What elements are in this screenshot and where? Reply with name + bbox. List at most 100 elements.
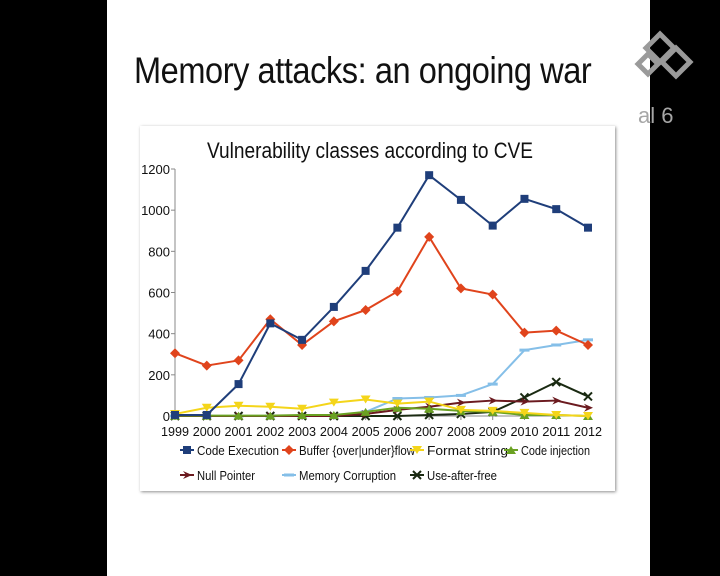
data-point-code-execution — [425, 171, 434, 180]
data-point-format-string — [487, 406, 498, 415]
data-point-code-execution — [298, 335, 307, 344]
data-point-code-injection — [233, 411, 244, 420]
logo-text: al 6 — [638, 103, 673, 128]
data-point-null-pointer — [456, 398, 466, 407]
y-tick-label: 0 — [163, 409, 170, 424]
data-point-code-execution — [234, 380, 243, 389]
data-point-format-string — [519, 408, 530, 417]
data-point-format-string — [551, 410, 562, 419]
data-point-code-injection — [360, 407, 371, 416]
data-point-null-pointer — [552, 396, 562, 405]
data-point-format-string — [233, 401, 244, 410]
y-tick-label: 1000 — [141, 203, 170, 218]
data-point-buffer-over-under-flow — [201, 360, 212, 371]
data-point-code-execution — [329, 302, 338, 311]
data-point-code-execution — [520, 194, 529, 203]
data-point-code-execution — [266, 319, 275, 328]
x-tick-label: 2007 — [415, 424, 443, 439]
data-point-buffer-over-under-flow — [170, 348, 180, 359]
legend-marker — [506, 446, 516, 454]
x-tick-label: 2003 — [288, 424, 316, 439]
legend-label: Code injection — [521, 443, 590, 458]
data-point-buffer-over-under-flow — [360, 304, 371, 315]
data-point-code-execution — [171, 410, 179, 419]
data-point-format-string — [360, 395, 371, 404]
data-point-code-injection — [328, 410, 339, 419]
chart-panel: Vulnerability classes according to CVE 0 2… — [140, 126, 615, 491]
data-point-memory-corruption — [551, 343, 562, 347]
slide-title: Memory attacks: an ongoing war — [134, 50, 592, 91]
data-point-code-execution — [393, 223, 402, 232]
data-point-buffer-over-under-flow — [487, 289, 498, 300]
x-tick-label: 2011 — [542, 424, 570, 439]
y-tick-label: 400 — [148, 327, 170, 342]
legend-label: Memory Corruption — [299, 468, 396, 483]
y-tick-label: 800 — [148, 244, 170, 259]
x-tick-label: 2009 — [479, 424, 507, 439]
data-point-format-string — [424, 397, 435, 406]
data-point-code-execution — [552, 205, 561, 214]
y-tick-label: 600 — [148, 286, 170, 301]
legend-label: Buffer {over|under}flow — [299, 443, 416, 458]
data-point-code-injection — [424, 404, 435, 413]
legend-label: Code Execution — [197, 443, 279, 458]
legend-label: Use-after-free — [427, 468, 497, 483]
data-point-format-string — [297, 404, 308, 413]
data-point-memory-corruption — [583, 338, 593, 342]
x-tick-label: 2005 — [352, 424, 380, 439]
data-point-buffer-over-under-flow — [392, 286, 403, 297]
data-point-use-after-free — [583, 391, 593, 402]
data-point-format-string — [201, 403, 212, 412]
data-point-buffer-over-under-flow — [519, 327, 530, 338]
legend-label: Null Pointer — [197, 468, 256, 483]
data-point-code-execution — [488, 221, 497, 230]
data-point-memory-corruption — [455, 393, 466, 397]
data-point-memory-corruption — [424, 395, 435, 399]
data-point-code-injection — [392, 403, 403, 412]
data-point-code-execution — [361, 266, 370, 275]
data-point-buffer-over-under-flow — [455, 283, 466, 294]
x-tick-label: 2010 — [510, 424, 538, 439]
data-point-buffer-over-under-flow — [583, 339, 593, 350]
data-point-format-string — [455, 405, 466, 414]
x-tick-label: 2000 — [193, 424, 221, 439]
data-point-buffer-over-under-flow — [233, 355, 244, 366]
series-line-buffer-over-under-flow — [174, 235, 589, 367]
data-point-buffer-over-under-flow — [424, 231, 435, 242]
data-point-use-after-free — [519, 392, 530, 403]
data-point-format-string — [583, 412, 593, 420]
data-point-code-injection — [265, 411, 276, 420]
data-point-null-pointer — [488, 396, 498, 405]
series-line-code-execution — [175, 174, 589, 416]
data-point-null-pointer — [520, 397, 530, 406]
x-tick-label: 2006 — [383, 424, 411, 439]
series-line-format-string — [174, 398, 589, 417]
series-line-code-injection — [175, 406, 589, 417]
y-tick-label: 200 — [148, 368, 170, 383]
x-tick-label: 2012 — [574, 424, 602, 439]
data-point-code-injection — [297, 410, 308, 419]
data-point-null-pointer — [584, 403, 593, 412]
legend-marker — [284, 445, 294, 455]
data-point-memory-corruption — [392, 397, 403, 401]
x-tick-label: 2001 — [225, 424, 253, 439]
x-tick-label: 2004 — [320, 424, 348, 439]
data-point-memory-corruption — [487, 382, 498, 386]
x-tick-label: 1999 — [161, 424, 189, 439]
legend-marker — [412, 470, 422, 480]
broadcast-logo-icon: al 6 — [634, 30, 694, 128]
data-point-buffer-over-under-flow — [328, 316, 339, 327]
data-point-memory-corruption — [519, 348, 530, 352]
data-point-code-execution — [456, 195, 465, 204]
chart-title: Vulnerability classes according to CVE — [207, 138, 533, 163]
legend-marker — [412, 446, 422, 454]
data-point-buffer-over-under-flow — [551, 325, 562, 336]
x-tick-label: 2002 — [256, 424, 284, 439]
chart-svg: Vulnerability classes according to CVE 0 2… — [141, 138, 602, 483]
data-point-code-execution — [202, 410, 211, 419]
legend-marker — [183, 446, 191, 454]
legend-marker — [183, 471, 192, 479]
y-tick-label: 1200 — [141, 162, 170, 177]
legend-marker — [284, 473, 294, 477]
legend-label: Format string — [427, 443, 508, 458]
